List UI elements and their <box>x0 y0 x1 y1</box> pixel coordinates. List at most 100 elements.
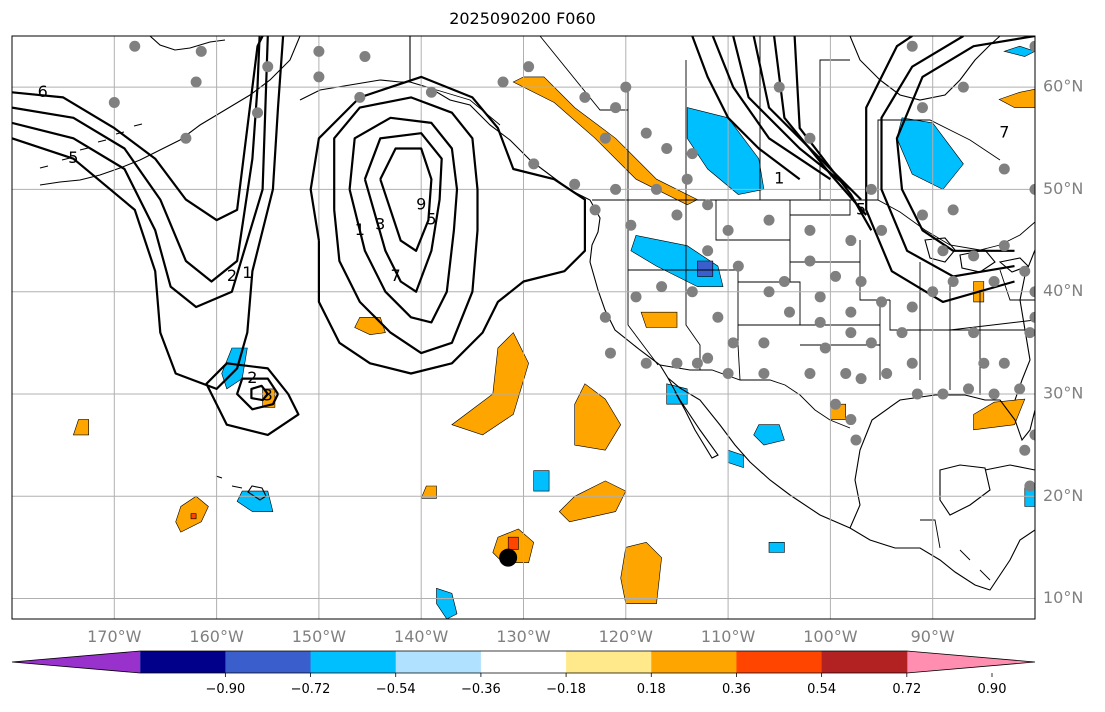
station-marker <box>180 132 192 144</box>
contour-value-label: 6 <box>38 82 48 101</box>
station-marker <box>906 40 918 52</box>
central-america-borders <box>920 519 991 581</box>
station-marker <box>569 178 581 190</box>
station-marker <box>968 250 980 262</box>
contour-value-label: 7 <box>999 123 1009 142</box>
station-marker <box>937 388 949 400</box>
graticule <box>12 36 1035 619</box>
height-contour <box>711 36 832 181</box>
station-marker <box>190 76 202 88</box>
station-marker <box>671 209 683 221</box>
station-marker <box>579 91 591 103</box>
map-frame <box>11 35 1036 620</box>
contour-value-label: 1 <box>774 169 784 188</box>
station-marker <box>589 204 601 216</box>
station-marker <box>262 61 274 73</box>
latitude-tick-label: 10°N <box>1043 588 1083 607</box>
colorbar-segment <box>566 651 652 673</box>
station-marker <box>610 183 622 195</box>
station-marker <box>988 388 1000 400</box>
station-marker <box>599 132 611 144</box>
station-marker <box>610 102 622 114</box>
station-marker <box>656 281 668 293</box>
height-contour <box>12 36 269 309</box>
station-marker <box>763 214 775 226</box>
station-marker <box>840 368 852 380</box>
positive-omega-region <box>620 541 662 605</box>
station-marker <box>855 275 867 287</box>
station-marker <box>845 414 857 426</box>
station-marker <box>988 275 1000 287</box>
station-marker <box>727 337 739 349</box>
station-marker <box>845 235 857 247</box>
contour-value-label: 1 <box>242 263 252 282</box>
station-marker <box>998 163 1010 175</box>
vertical-velocity-fills <box>72 45 1035 619</box>
contour-value-label: 2 <box>227 266 237 285</box>
station-marker <box>963 383 975 395</box>
station-marker <box>1014 383 1026 395</box>
positive-omega-region <box>72 419 89 436</box>
station-marker <box>881 368 893 380</box>
negative-omega-region <box>686 107 765 195</box>
yucatan-coast <box>939 464 991 516</box>
station-marker <box>129 40 141 52</box>
storm-center-marker <box>499 548 518 567</box>
station-marker <box>804 224 816 236</box>
station-marker <box>978 357 990 369</box>
station-marker <box>865 337 877 349</box>
station-marker <box>814 291 826 303</box>
map-title: 2025090200 F060 <box>449 9 596 28</box>
station-marker <box>1034 361 1035 366</box>
station-marker <box>313 45 325 57</box>
height-contour <box>895 36 1035 252</box>
station-marker <box>1024 480 1035 492</box>
station-marker <box>947 275 959 287</box>
station-marker <box>804 255 816 267</box>
colorbar-tick-label: 0.36 <box>722 682 751 697</box>
latitude-tick-label: 40°N <box>1043 281 1083 300</box>
longitude-tick-label: 120°W <box>599 627 654 646</box>
height-contour <box>691 36 801 181</box>
aleutian-islands <box>39 123 143 169</box>
longitude-tick-label: 130°W <box>496 627 551 646</box>
station-marker <box>681 173 693 185</box>
colorbar-low-extension <box>12 651 141 673</box>
height-contours <box>12 36 1035 436</box>
us-state-lines <box>627 200 1035 395</box>
station-marker <box>947 204 959 216</box>
station-marker <box>640 127 652 139</box>
station-marker <box>354 91 366 103</box>
height-contour <box>363 132 443 293</box>
latitude-tick-label: 60°N <box>1043 77 1083 96</box>
latitude-tick-label: 50°N <box>1043 179 1083 198</box>
station-marker <box>1019 444 1031 456</box>
latitude-tick-label: 30°N <box>1043 383 1083 402</box>
station-marker <box>916 102 928 114</box>
negative-omega-region <box>436 587 458 619</box>
station-marker <box>686 286 698 298</box>
station-markers <box>108 40 1035 492</box>
station-marker <box>763 286 775 298</box>
station-marker <box>712 311 724 323</box>
station-marker <box>783 306 795 318</box>
station-marker <box>702 199 714 211</box>
positive-omega-region <box>998 88 1035 108</box>
height-contour <box>250 384 269 402</box>
station-marker <box>876 224 888 236</box>
height-contour <box>865 36 1015 303</box>
station-marker <box>876 296 888 308</box>
colorbar-tick-label: −0.36 <box>461 682 501 697</box>
station-marker <box>640 357 652 369</box>
north-america-coastline <box>409 36 1035 591</box>
alaska-canada-border <box>409 36 501 126</box>
station-marker <box>906 357 918 369</box>
colorbar-tick-label: −0.90 <box>205 682 245 697</box>
colorbar-tick-label: 0.72 <box>892 682 921 697</box>
height-contour <box>773 36 868 216</box>
contour-value-label: 7 <box>391 266 401 285</box>
station-marker <box>830 270 842 282</box>
contour-value-label: 2 <box>247 368 257 387</box>
colorbar-tick-label: 0.54 <box>807 682 836 697</box>
